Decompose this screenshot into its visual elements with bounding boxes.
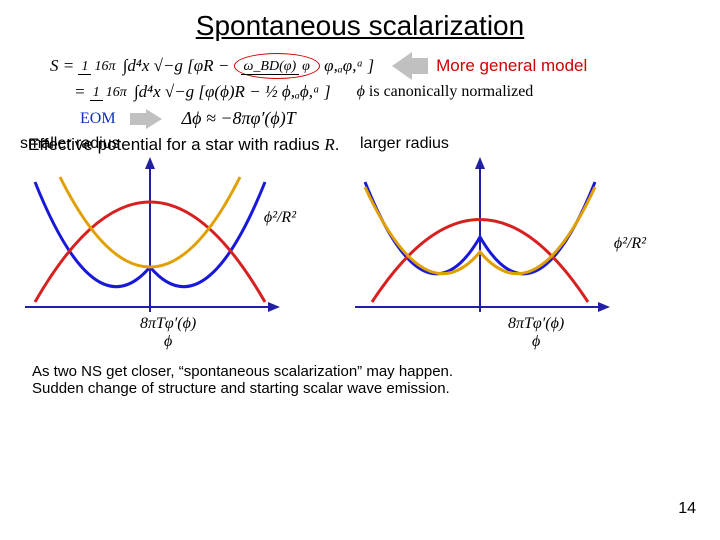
- x-formula-1: 8πTφ′(ϕ)ϕ: [140, 315, 196, 351]
- plot-smaller-svg: [20, 157, 280, 317]
- page-title: Spontaneous scalarization: [20, 10, 700, 42]
- arrow-right-icon: [130, 109, 162, 129]
- larger-radius-label: larger radius: [360, 135, 449, 153]
- eom-equation: Δϕ ≈ −8πφ′(ϕ)T: [182, 108, 296, 129]
- arrow-left-icon: [392, 52, 428, 80]
- phi2r2-label-2: ϕ²/R²: [614, 235, 646, 253]
- eom-label: EOM: [80, 110, 116, 128]
- footer-text: As two NS get closer, “spontaneous scala…: [32, 363, 700, 397]
- plot-larger-svg: [350, 157, 610, 317]
- equation-1: S = 116π ∫d⁴x √−g [φR − ω_BD(φ)φ φ,ₐφ,ᵃ …: [20, 52, 700, 80]
- equation-2: = 116π ∫d⁴x √−g [φ(ϕ)R − ½ ϕ,ₐϕ,ᵃ ] ϕ ϕ …: [20, 82, 700, 102]
- canonical-label: ϕ ϕ is canonically normalizedis canonica…: [357, 83, 534, 101]
- x-formula-2: 8πTφ′(ϕ)ϕ: [508, 315, 564, 351]
- eom-row: EOM Δϕ ≈ −8πφ′(ϕ)T: [20, 108, 700, 129]
- phi2r2-label-1: ϕ²/R²: [264, 209, 296, 227]
- plot-larger-radius: larger radius ϕ²/R² 8πTφ′(ϕ)ϕ: [350, 157, 610, 327]
- plot-smaller-radius: smaller radius ϕ²/R² 8πTφ′(ϕ)ϕ: [20, 157, 280, 327]
- page-number: 14: [678, 500, 696, 518]
- more-general-label: More general model: [436, 56, 587, 76]
- smaller-radius-label: smaller radius: [20, 135, 120, 153]
